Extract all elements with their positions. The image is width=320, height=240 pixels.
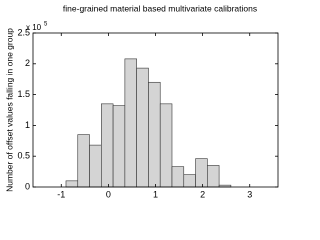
y-tick-label: 2 (25, 58, 30, 68)
y-tick-label: 1.5 (17, 89, 30, 99)
bar (89, 144, 102, 188)
bar (183, 174, 196, 188)
x-tick-label: 0 (106, 189, 111, 199)
bar (77, 134, 90, 188)
x-tick-label: 2 (200, 189, 205, 199)
y-scale-exponent: 5 (44, 22, 48, 28)
bar (195, 158, 208, 188)
y-tick-label: 0 (25, 181, 30, 191)
bar (136, 67, 149, 188)
chart-title: fine-grained material based multivariate… (63, 3, 257, 13)
bar (207, 165, 220, 188)
x-tick-label: 1 (153, 189, 158, 199)
chart: fine-grained material based multivariate… (4, 3, 279, 199)
y-scale-label: x 10 (26, 23, 42, 32)
page: fine-grained material based multivariate… (4, 3, 279, 200)
bar (112, 105, 126, 188)
bar (124, 58, 137, 188)
y-axis-label: Number of offset values falling in one g… (4, 28, 14, 192)
y-tick-label: 0.5 (17, 151, 30, 161)
bar (101, 103, 114, 188)
bar (171, 166, 185, 188)
y-tick-label: 2.5 (17, 27, 30, 37)
bar (159, 103, 173, 188)
bar (148, 81, 161, 188)
x-tick-label: -1 (57, 189, 65, 199)
x-tick-label: 3 (247, 189, 252, 199)
y-tick-label: 1 (25, 120, 30, 130)
bar (65, 180, 79, 188)
